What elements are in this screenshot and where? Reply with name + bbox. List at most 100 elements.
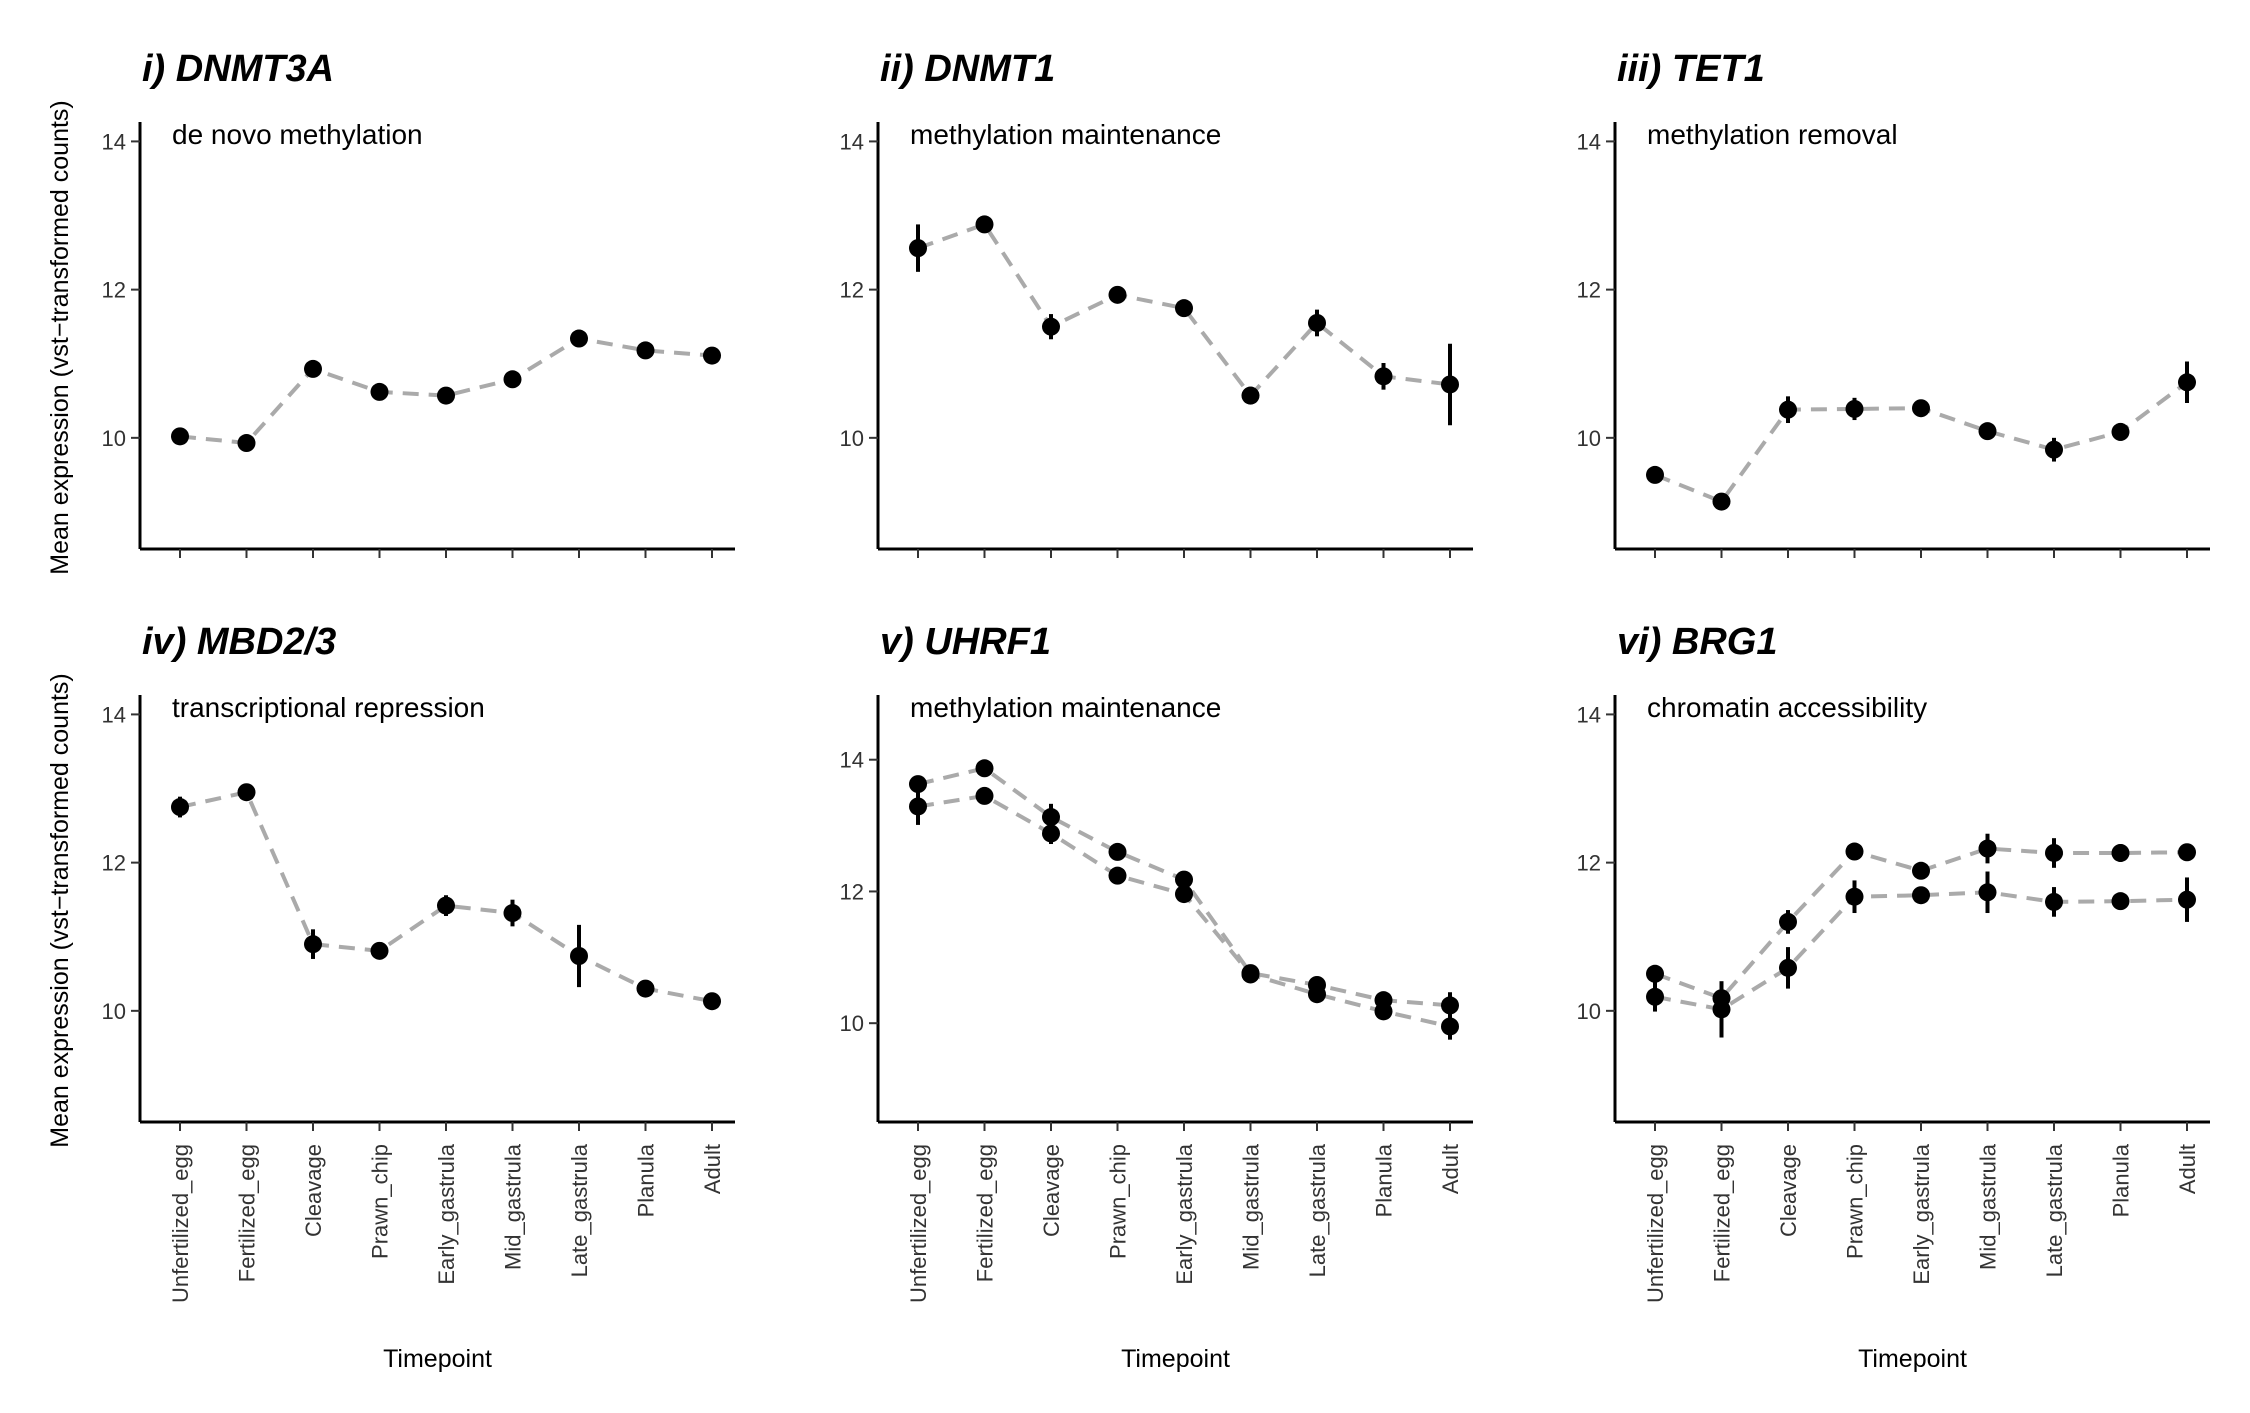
x-tick-label: Planula: [634, 1143, 659, 1217]
data-point: [975, 786, 994, 805]
x-tick-label: Late_gastrula: [1305, 1143, 1330, 1277]
data-point: [503, 370, 522, 389]
x-tick-label: Prawn_chip: [1843, 1144, 1868, 1259]
x-tick-label: Fertilized_egg: [973, 1144, 998, 1282]
data-point: [1978, 422, 1997, 441]
x-tick-label: Unfertilized_egg: [168, 1144, 193, 1303]
data-point: [636, 979, 655, 998]
data-point: [1646, 987, 1664, 1006]
x-tick-label: Mid_gastrula: [501, 1143, 526, 1270]
x-tick-label: Prawn_chip: [1106, 1144, 1131, 1259]
data-point: [975, 215, 994, 234]
data-point: [2178, 373, 2196, 392]
data-point: [2111, 892, 2130, 911]
data-point: [1241, 965, 1260, 984]
data-point: [1042, 824, 1060, 843]
data-point: [1175, 885, 1193, 904]
data-point: [1308, 985, 1326, 1004]
series-line-2: [1654, 890, 2188, 1012]
data-point: [1912, 886, 1930, 905]
data-point: [703, 346, 721, 365]
data-point: [1712, 492, 1731, 511]
y-tick-label: 10: [1577, 426, 1601, 451]
data-point: [237, 783, 256, 802]
data-point: [1175, 299, 1193, 318]
data-point: [636, 341, 655, 360]
panel-title: iv) MBD2/3: [142, 621, 336, 663]
data-point: [2045, 843, 2063, 862]
y-tick-label: 10: [102, 999, 126, 1024]
x-tick-label: Planula: [1372, 1143, 1397, 1217]
y-tick-label: 12: [102, 278, 126, 303]
data-point: [437, 386, 455, 405]
panel-5: v) UHRF1 methylation maintenance 10 12 14 Unf…: [840, 621, 1473, 1373]
data-point: [909, 239, 927, 258]
data-point: [1308, 313, 1326, 332]
y-tick-label: 14: [1577, 129, 1601, 154]
y-tick-label: 10: [840, 1011, 864, 1036]
x-axis-title: Timepoint: [383, 1345, 492, 1373]
data-point: [1374, 1002, 1393, 1021]
panel-subtitle: transcriptional repression: [172, 692, 485, 723]
data-point: [1241, 386, 1260, 405]
panel-3: iii) TET1 methylation removal 10 12 14: [1577, 48, 2210, 558]
x-tick-label: Early_gastrula: [1909, 1143, 1934, 1284]
data-point: [1441, 375, 1459, 394]
series-line-2: [917, 793, 1451, 1029]
data-point: [370, 382, 389, 401]
data-point: [1779, 958, 1797, 977]
x-tick-label: Adult: [700, 1144, 725, 1194]
data-point: [2111, 422, 2130, 441]
data-point: [2045, 892, 2063, 911]
x-tick-label: Unfertilized_egg: [906, 1144, 931, 1303]
data-point: [304, 935, 322, 954]
data-point: [2178, 843, 2196, 862]
y-tick-label: 12: [840, 879, 864, 904]
data-point: [1978, 839, 1997, 858]
y-tick-label: 14: [102, 702, 126, 727]
data-point: [1108, 842, 1127, 861]
data-point: [909, 775, 927, 794]
y-tick-label: 12: [840, 278, 864, 303]
panel-subtitle: methylation maintenance: [910, 119, 1221, 150]
data-point: [570, 947, 588, 965]
y-tick-label: 10: [102, 426, 126, 451]
panel-title: ii) DNMT1: [880, 48, 1055, 90]
y-tick-label: 12: [1577, 851, 1601, 876]
data-point: [2111, 843, 2130, 862]
x-tick-label: Mid_gastrula: [1976, 1143, 2001, 1270]
data-point: [1441, 1017, 1459, 1036]
y-tick-label: 14: [102, 129, 126, 154]
y-tick-label: 12: [1577, 278, 1601, 303]
series-line-1: [179, 789, 713, 1004]
panel-subtitle: methylation maintenance: [910, 692, 1221, 723]
y-axis-title: Mean expression (vst−transformed counts): [46, 100, 74, 575]
x-tick-label: Cleavage: [301, 1144, 326, 1237]
panel-title: v) UHRF1: [880, 621, 1051, 663]
data-point: [1779, 912, 1797, 931]
panel-subtitle: de novo methylation: [172, 119, 423, 150]
x-tick-label: Mid_gastrula: [1239, 1143, 1264, 1270]
data-point: [1845, 399, 1864, 418]
data-point: [1646, 964, 1664, 983]
data-point: [1845, 887, 1864, 906]
data-point: [1374, 367, 1393, 386]
data-point: [1175, 870, 1193, 889]
y-tick-label: 14: [1577, 702, 1601, 727]
data-point: [237, 434, 256, 453]
panel-title: i) DNMT3A: [142, 48, 334, 90]
panel-6: vi) BRG1 chromatin accessibility 10 12 14 Unf…: [1577, 621, 2210, 1373]
data-point: [975, 759, 994, 778]
y-tick-label: 12: [102, 851, 126, 876]
data-point: [2045, 440, 2063, 459]
x-axis-title: Timepoint: [1121, 1345, 1230, 1373]
data-point: [503, 904, 522, 923]
data-point: [1978, 883, 1997, 902]
x-tick-label: Late_gastrula: [567, 1143, 592, 1277]
data-point: [171, 798, 189, 817]
data-point: [909, 797, 927, 816]
panel-subtitle: methylation removal: [1647, 119, 1898, 150]
data-point: [1042, 808, 1060, 827]
data-point: [703, 992, 721, 1011]
